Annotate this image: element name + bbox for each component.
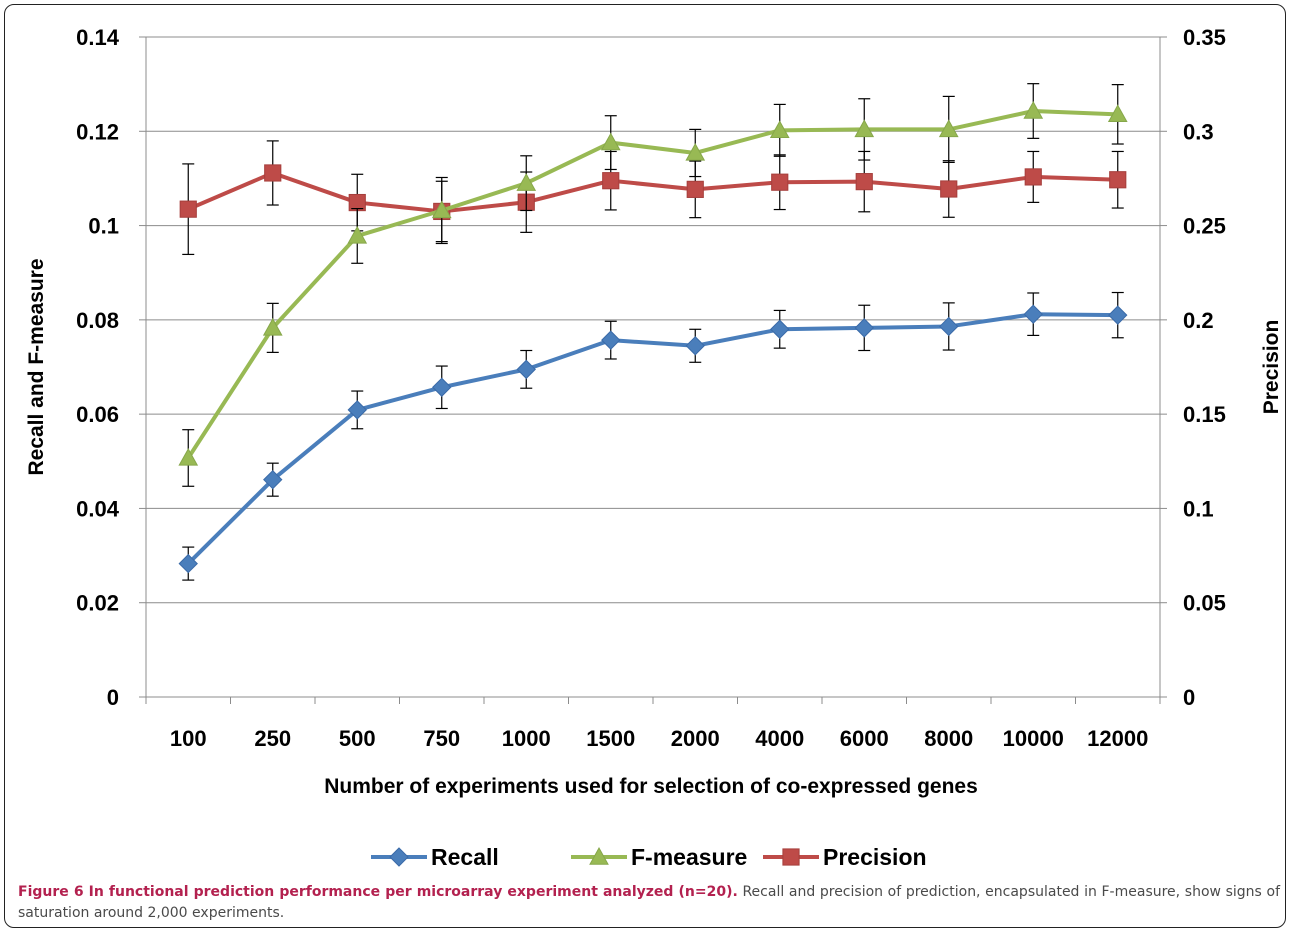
x-tick-label: 500 [339,726,376,751]
x-tick-label: 6000 [840,726,889,751]
data-point [1023,304,1043,324]
data-point [263,469,283,490]
data-point [432,377,452,397]
right-tick-label: 0.1 [1183,496,1214,521]
right-tick-label: 0.2 [1183,308,1214,333]
data-point [782,848,800,866]
x-axis-title: Number of experiments used for selection… [324,775,978,798]
series-precision [179,140,1127,256]
data-point [938,119,959,138]
series-line [186,109,1118,460]
figure-caption: Figure 6 In functional prediction perfor… [18,882,1280,924]
right-tick-label: 0.15 [1183,402,1226,427]
data-point [854,119,875,138]
data-point [854,318,874,338]
left-tick-label: 0.06 [76,402,119,427]
right-tick-label: 0.35 [1183,25,1226,50]
legend-item-recall: Recall [371,844,499,870]
data-point [685,142,706,161]
data-point [686,180,704,198]
data-point [1023,100,1044,119]
data-point [940,180,958,198]
left-tick-label: 0.08 [76,308,119,333]
data-point [1108,305,1128,325]
right-tick-label: 0.25 [1183,214,1226,239]
data-point [1109,171,1127,189]
x-axis-ticks: 100 250 500 750 1000 1500 2000 4000 6000 8000 1000… [145,697,1161,751]
left-tick-label: 0.12 [76,119,119,144]
series-layer [178,83,1128,581]
figure-frame [4,4,1286,928]
x-tick-label: 750 [423,726,460,751]
caption-heading: Figure 6 In functional prediction perfor… [18,884,738,900]
data-point [602,172,620,190]
left-tick-label: 0.04 [76,496,120,521]
data-point [178,447,199,466]
series-line [187,170,1118,214]
x-tick-label: 4000 [755,726,804,751]
data-point [601,330,621,350]
data-point [431,200,452,219]
caption-text: Recall and precision of prediction, enca… [18,884,1280,921]
right-tick-label: 0.05 [1183,591,1226,616]
right-axis-ticks: 0 0.05 0.1 0.15 0.2 0.25 0.3 0.35 [1160,25,1226,710]
right-axis-title: Precision [1260,320,1283,415]
gridlines [146,36,1160,604]
legend-label: Precision [823,844,927,870]
legend-label: Recall [431,844,499,870]
legend-item-precision: Precision [763,844,927,870]
left-tick-label: 0.02 [76,591,119,616]
left-tick-label: 0.14 [76,25,120,50]
x-tick-label: 100 [170,726,207,751]
x-tick-label: 8000 [924,726,973,751]
legend-label: F-measure [631,844,747,870]
data-point [1107,104,1128,123]
right-tick-label: 0.3 [1183,119,1214,144]
series-recall [178,291,1128,581]
series-line [186,312,1118,566]
data-point [516,173,537,191]
data-point [855,173,873,191]
data-point [939,316,959,337]
data-point [516,359,536,380]
data-point [771,173,789,191]
data-point [347,400,367,420]
x-tick-label: 10000 [1003,726,1064,751]
data-point [685,336,705,356]
data-point [262,317,283,336]
legend-item-f-measure: F-measure [571,844,747,870]
data-point [347,225,368,244]
left-tick-label: 0.1 [88,214,119,239]
x-tick-label: 1500 [586,726,635,751]
data-point [1024,168,1042,186]
x-tick-label: 12000 [1087,726,1148,751]
data-point [589,846,609,865]
x-tick-label: 2000 [671,726,720,751]
legend: Recall F-measure Precision [371,844,927,870]
data-point [769,120,790,139]
x-tick-label: 250 [254,726,291,751]
data-point [264,164,282,182]
left-axis-title: Recall and F-measure [25,258,48,475]
x-tick-label: 1000 [502,726,551,751]
data-point [600,132,621,151]
data-point [389,847,409,867]
right-tick-label: 0 [1183,685,1195,710]
left-tick-label: 0 [107,685,119,710]
data-point [179,200,197,218]
data-point [178,553,198,574]
left-axis-ticks: 0 0.02 0.04 0.06 0.08 0.1 0.12 0.14 [76,25,146,710]
axes [145,37,1161,698]
data-point [770,319,790,339]
series-f-measure [178,83,1128,487]
